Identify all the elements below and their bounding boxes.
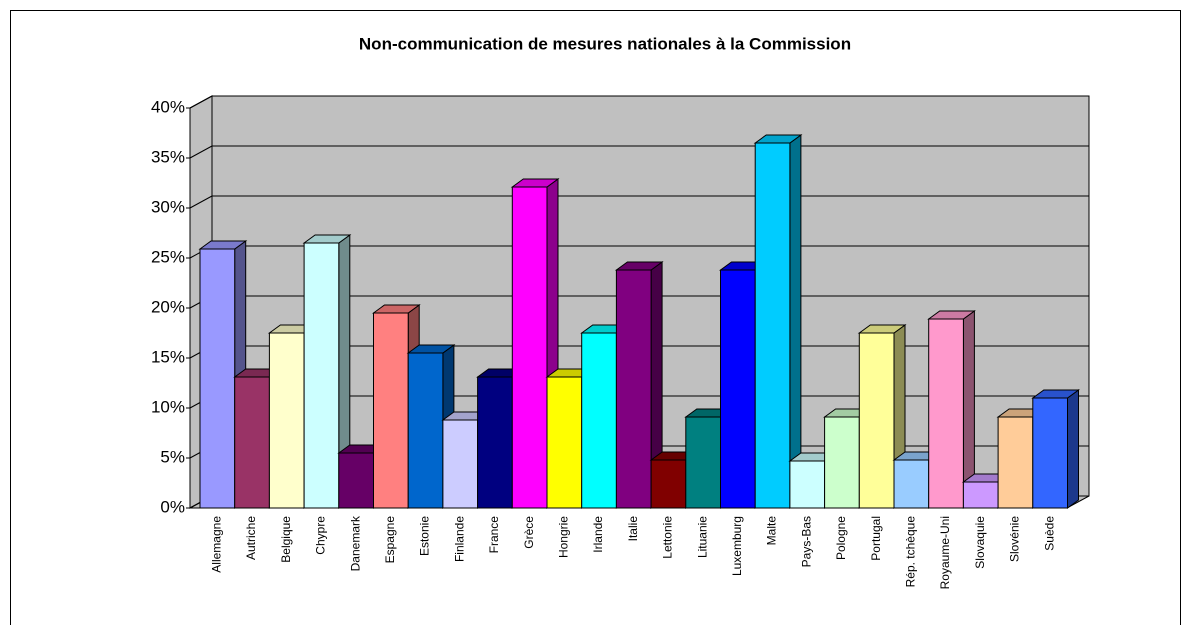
bar xyxy=(928,318,964,509)
x-tick-label: Malte xyxy=(765,516,779,546)
bar xyxy=(685,416,721,509)
y-tick-label: 25% xyxy=(151,247,185,266)
x-tick-label: Autriche xyxy=(244,516,258,560)
bar xyxy=(511,186,548,509)
x-tick-label: Pologne xyxy=(834,516,848,560)
x-tick-label: Lettonie xyxy=(661,516,675,559)
bar xyxy=(268,332,305,509)
y-tick-label: 15% xyxy=(151,347,185,366)
x-tick-label: Slovénie xyxy=(1008,516,1022,562)
y-tick-label: 5% xyxy=(160,447,185,466)
bar xyxy=(720,269,756,509)
bar xyxy=(997,416,1034,509)
x-tick-label: Allemagne xyxy=(210,516,224,573)
x-tick-label: Chypre xyxy=(314,516,328,555)
x-tick-label: Grèce xyxy=(522,516,536,549)
x-tick-label: Royaume-Uni xyxy=(938,516,952,589)
bar xyxy=(546,376,583,509)
x-tick-label: Lituanie xyxy=(695,516,709,558)
x-tick-label: Irlande xyxy=(591,516,605,553)
x-tick-label: Pays-Bas xyxy=(799,516,813,567)
x-tick-label: Suède xyxy=(1042,516,1056,551)
bar xyxy=(407,352,444,509)
x-tick-label: Espagne xyxy=(383,516,397,564)
y-tick-label: 0% xyxy=(160,497,185,516)
bar-side xyxy=(789,134,802,509)
x-tick-label: Rép. tchèque xyxy=(904,516,918,588)
y-tick-label: 35% xyxy=(151,147,185,166)
bar xyxy=(789,460,826,509)
x-tick-label: Danemark xyxy=(348,515,362,571)
bars xyxy=(198,134,1081,509)
y-tick-label: 20% xyxy=(151,297,185,316)
x-tick-label: Luxemburg xyxy=(730,516,744,576)
grid-line xyxy=(189,145,213,159)
bar xyxy=(858,332,895,509)
bar xyxy=(477,376,513,509)
x-tick-label: Estonie xyxy=(418,516,432,556)
bar xyxy=(754,142,791,509)
bar xyxy=(615,269,652,509)
x-tick-label: France xyxy=(487,516,501,554)
bar xyxy=(303,242,340,509)
x-tick-label: Italie xyxy=(626,516,640,542)
x-tick-label: Belgique xyxy=(279,516,293,563)
bar xyxy=(338,452,374,509)
x-tick-label: Finlande xyxy=(452,516,466,562)
chart-title: Non-communication de mesures nationales … xyxy=(359,34,851,53)
bar xyxy=(1032,397,1069,509)
y-tick-label: 10% xyxy=(151,397,185,416)
grid-line xyxy=(189,95,213,109)
bar xyxy=(893,459,930,509)
grid-line xyxy=(189,195,213,209)
x-tick-label: Portugal xyxy=(869,516,883,561)
x-tick-label: Hongrie xyxy=(557,516,571,558)
y-tick-label: 30% xyxy=(151,197,185,216)
bar xyxy=(442,419,479,509)
bar xyxy=(199,248,236,509)
bar-side xyxy=(1067,389,1079,509)
x-tick-label: Slovaquie xyxy=(973,516,987,569)
y-tick-label: 40% xyxy=(151,97,185,116)
bar xyxy=(234,376,270,509)
bar xyxy=(962,481,999,509)
bar xyxy=(373,312,409,509)
bar xyxy=(650,459,687,509)
bar xyxy=(581,332,617,509)
bar xyxy=(824,416,860,509)
